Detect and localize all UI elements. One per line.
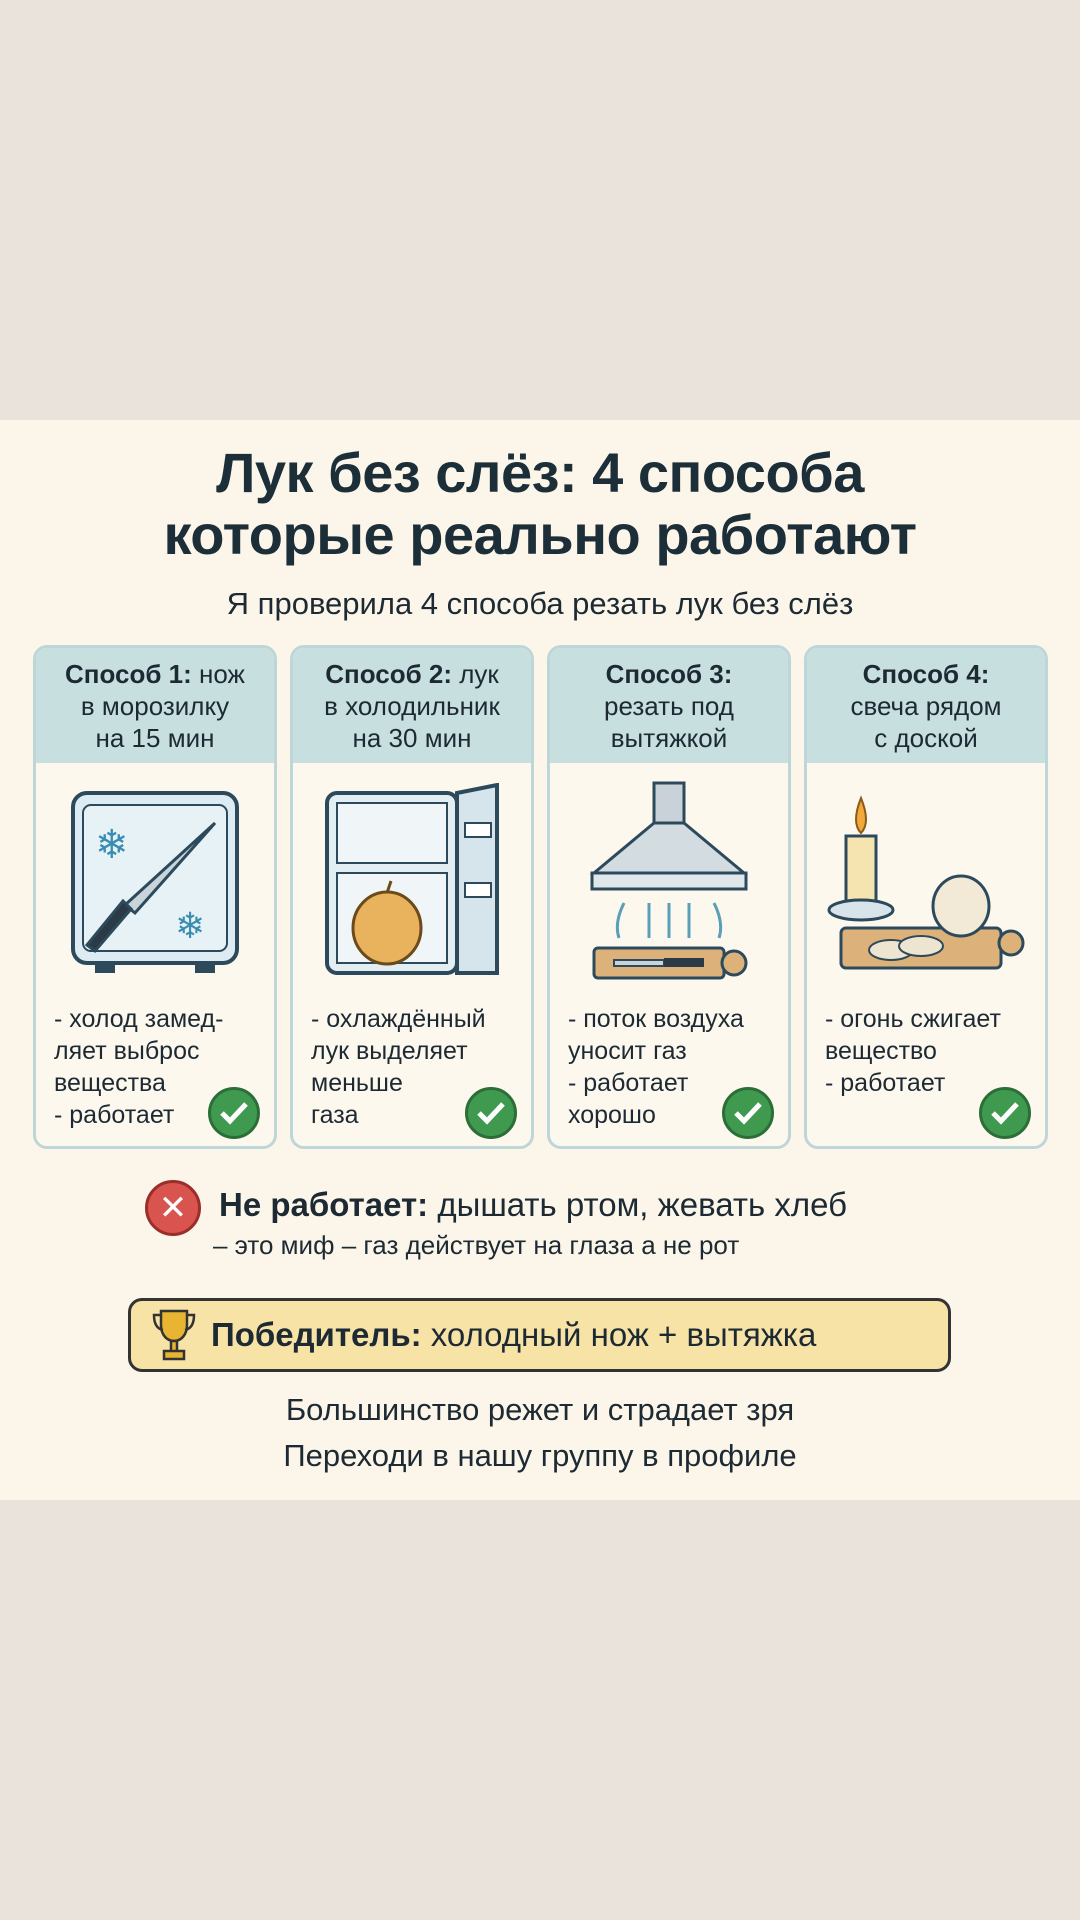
card-note-line: хорошо: [568, 1101, 656, 1129]
fridge-onion-illustration: [293, 763, 531, 1003]
card-note-line: - охлаждённый: [311, 1005, 486, 1033]
card-title-line-2: резать под: [604, 691, 734, 721]
winner-label: Победитель:: [211, 1316, 422, 1353]
card-notes: - охлаждённый лук выделяет меньше газа: [293, 1003, 531, 1143]
card-notes: - огонь сжигает вещество - работает: [807, 1003, 1045, 1143]
method-card: Способ 1: нож в морозилку на 15 мин ❄ ❄ - х…: [33, 645, 277, 1149]
card-title-line-2: в морозилку: [80, 691, 230, 721]
card-method-label: Способ 2:: [325, 659, 452, 689]
card-note-line: - поток воздуха: [568, 1005, 744, 1033]
card-note-line: - холод замед-: [54, 1005, 224, 1033]
card-note-line: - работает: [825, 1069, 946, 1097]
title-line-1: Лук без слёз: 4 способа: [216, 441, 864, 504]
svg-text:❄: ❄: [175, 905, 205, 946]
card-note-line: ляет выброс: [54, 1037, 200, 1065]
card-title-line-3: на 15 мин: [95, 723, 215, 753]
not-working-label: Не работает:: [219, 1186, 429, 1223]
card-header: Способ 1: нож в морозилку на 15 мин: [36, 648, 274, 763]
freezer-knife-illustration: ❄ ❄: [36, 763, 274, 1003]
card-notes: - поток воздуха уносит газ - работает хорош…: [550, 1003, 788, 1143]
card-header: Способ 2: лук в холодильник на 30 мин: [293, 648, 531, 763]
card-method-label: Способ 1:: [65, 659, 192, 689]
footer-line-2[interactable]: Переходи в нашу группу в профиле: [283, 1438, 797, 1473]
method-card: Способ 2: лук в холодильник на 30 мин - ох…: [290, 645, 534, 1149]
svg-text:❄: ❄: [95, 823, 129, 867]
trophy-icon: [152, 1309, 196, 1361]
card-title-line-2: свеча рядом: [850, 691, 1002, 721]
not-working-myth: – это миф – газ действует на глаза а не …: [213, 1230, 740, 1260]
card-method-label: Способ 3:: [605, 659, 733, 689]
card-note-line: - работает: [54, 1101, 175, 1129]
not-working-text: дышать ртом, жевать хлеб: [428, 1186, 847, 1223]
method-card: Способ 4: свеча рядом с доской - огонь сжи…: [804, 645, 1048, 1149]
card-note-line: уносит газ: [568, 1037, 687, 1065]
card-method-label: Способ 4:: [862, 659, 990, 689]
card-title: лук: [451, 659, 499, 689]
subtitle: Я проверила 4 способа резать лук без слё…: [226, 586, 854, 621]
card-title: нож: [191, 659, 245, 689]
title-line-2: которые реально работают: [163, 503, 918, 566]
card-header: Способ 3: резать под вытяжкой: [550, 648, 788, 763]
method-card: Способ 3: резать под вытяжкой - поток возд…: [547, 645, 791, 1149]
cross-icon: ✕: [145, 1180, 201, 1236]
check-icon: [208, 1087, 260, 1139]
footer-line-1: Большинство режет и страдает зря: [285, 1392, 795, 1427]
card-note-line: - работает: [568, 1069, 689, 1097]
check-icon: [465, 1087, 517, 1139]
card-header: Способ 4: свеча рядом с доской: [807, 648, 1045, 763]
card-note-line: газа: [311, 1101, 359, 1129]
card-note-line: вещество: [825, 1037, 937, 1065]
card-notes: - холод замед-ляет выброс вещества - работ…: [36, 1003, 274, 1143]
card-title-line-2: в холодильник: [324, 691, 500, 721]
check-icon: [979, 1087, 1031, 1139]
card-title-line-3: с доской: [874, 723, 978, 753]
card-title-line-3: на 30 мин: [352, 723, 472, 753]
card-note-line: - огонь сжигает: [825, 1005, 1001, 1033]
card-title-line-3: вытяжкой: [610, 723, 728, 753]
check-icon: [722, 1087, 774, 1139]
winner-text: холодный нож + вытяжка: [421, 1316, 817, 1353]
candle-board-illustration: [807, 763, 1045, 1003]
card-note-line: лук выделяет: [311, 1037, 468, 1065]
card-note-line: вещества: [54, 1069, 166, 1097]
range-hood-illustration: [550, 763, 788, 1003]
winner-box: Победитель: холодный нож + вытяжка: [128, 1298, 951, 1372]
card-note-line: меньше: [311, 1069, 403, 1097]
